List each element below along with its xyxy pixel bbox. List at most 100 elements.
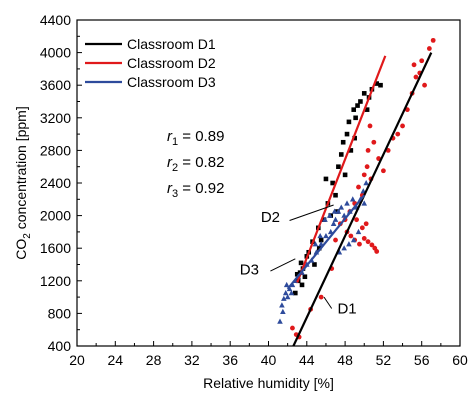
data-point-d3 (349, 196, 356, 202)
data-point-d2 (400, 123, 405, 129)
data-point-d1 (330, 180, 335, 186)
data-point-d1 (346, 119, 352, 125)
data-point-d2 (290, 325, 295, 331)
data-point-d1 (294, 271, 300, 277)
data-point-d1 (351, 107, 357, 112)
fit-label-leader (270, 258, 296, 272)
correlation-coefficient: r1 = 0.89 (167, 128, 224, 148)
y-axis-title-post: concentration [ppm] (13, 106, 29, 233)
x-axis-title: Relative humidity [%] (203, 375, 334, 391)
data-point-d2 (318, 294, 324, 300)
y-axis-title-sub: 2 (22, 233, 33, 239)
data-point-d2 (426, 46, 432, 51)
data-point-d3 (279, 302, 285, 308)
data-point-d2 (359, 225, 365, 231)
y-tick-label: 800 (48, 305, 72, 321)
data-point-d2 (419, 58, 425, 64)
data-point-d3 (363, 180, 369, 186)
data-point-d2 (356, 184, 361, 190)
data-point-d1 (333, 192, 338, 198)
data-point-d1 (298, 260, 304, 266)
data-point-d1 (348, 148, 354, 153)
correlation-coefficient: r2 = 0.82 (167, 154, 224, 174)
x-tick-label: 36 (222, 352, 238, 368)
data-point-d2 (430, 37, 436, 43)
data-point-d3 (277, 318, 283, 324)
data-point-d2 (357, 241, 362, 247)
x-tick-label: 52 (376, 352, 392, 368)
data-point-d3 (341, 245, 347, 251)
data-point-d2 (361, 236, 367, 241)
data-point-d2 (422, 82, 427, 88)
data-point-d1 (358, 99, 363, 104)
data-point-d3 (346, 241, 352, 247)
x-tick-label: 20 (69, 352, 85, 368)
data-point-d1 (338, 152, 344, 157)
legend: Classroom D1 Classroom D2 Classroom D3 (85, 36, 216, 90)
plot-data-layer (277, 37, 436, 340)
data-point-d2 (333, 237, 338, 243)
x-tick-label: 24 (108, 352, 124, 368)
data-point-d1 (355, 103, 360, 108)
data-point-d2 (364, 164, 370, 170)
data-point-d3 (332, 216, 339, 222)
y-tick-label: 400 (48, 338, 72, 354)
fit-label-d1: D1 (337, 300, 356, 317)
data-point-d3 (331, 208, 338, 214)
y-axis: 400 800 1200 1600 2000 2400 2800 3200 3600 4000 44… (40, 12, 82, 354)
data-point-d1 (364, 107, 370, 112)
y-tick-label: 4400 (40, 12, 71, 28)
data-point-d2 (381, 168, 386, 174)
y-tick-label: 3200 (40, 110, 71, 126)
data-point-d1 (293, 290, 298, 296)
data-point-d3 (284, 294, 291, 300)
data-point-d1 (318, 237, 324, 243)
data-point-d3 (326, 212, 333, 218)
y-tick-label: 1200 (40, 273, 71, 289)
fit-lines-layer (286, 52, 433, 347)
data-point-d1 (352, 135, 357, 141)
data-point-d3 (282, 290, 289, 296)
data-point-d2 (365, 239, 371, 245)
data-point-d1 (374, 81, 379, 86)
y-tick-label: 4000 (40, 45, 71, 61)
fit-label-d3: D3 (240, 261, 259, 278)
data-point-d2 (369, 242, 375, 248)
x-tick-label: 32 (184, 352, 200, 368)
fit-label-leader (289, 204, 334, 221)
fit-line-d3 (286, 194, 366, 290)
correlation-annotations: r1 = 0.89 r2 = 0.82 r3 = 0.92 (167, 128, 224, 200)
legend-label: Classroom D2 (127, 55, 216, 71)
data-point-d2 (361, 172, 367, 178)
x-tick-label: 60 (452, 352, 468, 368)
data-point-d1 (336, 164, 341, 169)
y-tick-label: 2800 (40, 142, 71, 158)
x-tick-label: 40 (261, 352, 277, 368)
y-axis-title: CO2 concentration [ppm] (13, 106, 33, 259)
data-point-d3 (283, 281, 290, 288)
correlation-coefficient: r3 = 0.92 (167, 180, 224, 200)
y-tick-label: 1600 (40, 240, 71, 256)
legend-label: Classroom D1 (127, 36, 216, 52)
y-tick-label: 2000 (40, 208, 71, 224)
data-point-d1 (302, 274, 308, 280)
y-tick-label: 3600 (40, 77, 71, 93)
x-tick-label: 28 (146, 352, 162, 368)
data-point-d2 (348, 233, 354, 239)
data-point-d3 (322, 216, 328, 222)
fit-label-leader (323, 296, 333, 309)
data-point-d2 (395, 131, 401, 137)
data-point-d1 (340, 139, 346, 145)
data-point-d2 (371, 139, 377, 145)
x-axis: 20 24 28 32 36 40 44 48 52 56 60 (69, 341, 468, 368)
data-point-d2 (374, 249, 380, 254)
data-point-d1 (378, 82, 383, 88)
data-point-d1 (361, 91, 367, 96)
data-point-d3 (280, 308, 286, 314)
data-point-d3 (335, 208, 342, 214)
data-point-d1 (312, 262, 317, 267)
data-point-d1 (316, 245, 322, 251)
data-point-d2 (365, 148, 371, 153)
data-point-d3 (323, 232, 329, 239)
